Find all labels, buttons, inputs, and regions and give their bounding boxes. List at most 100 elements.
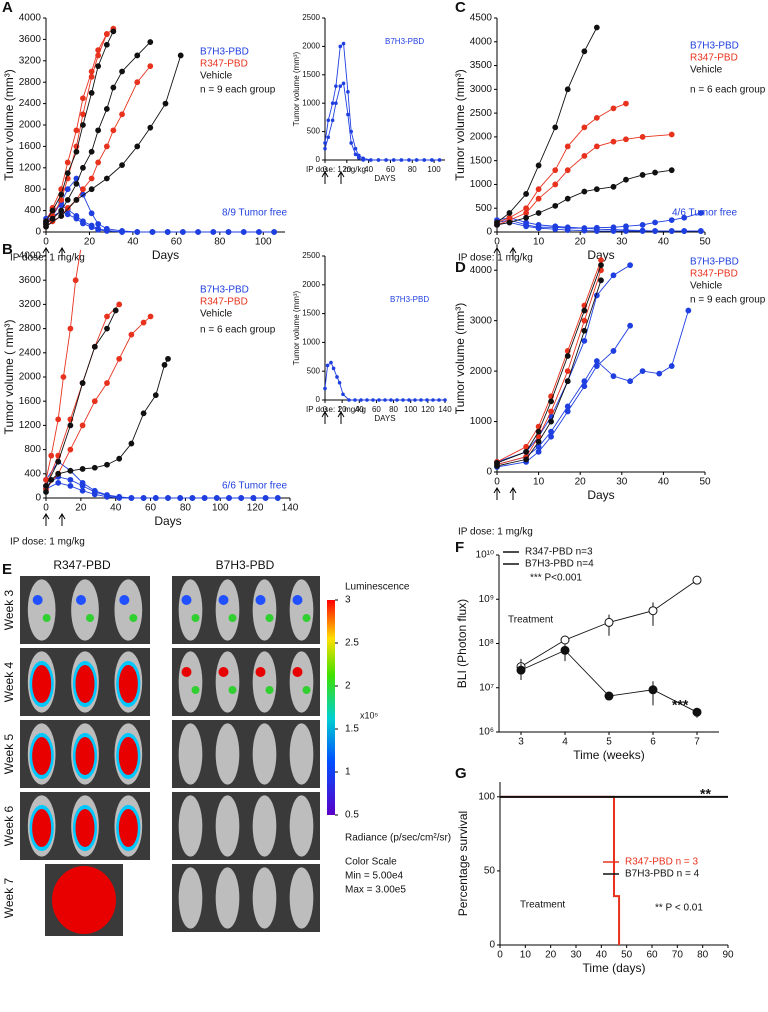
- data-point: [623, 228, 629, 234]
- series-line: [496, 103, 627, 223]
- data-point: [535, 438, 542, 445]
- legend-entry: B7H3-PBD: [690, 257, 739, 268]
- data-point: [389, 398, 393, 402]
- x-axis-label: Days: [154, 514, 181, 528]
- data-point: [627, 378, 634, 385]
- data-point: [395, 398, 399, 402]
- data-point: [43, 489, 49, 495]
- data-point: [80, 95, 86, 102]
- data-point: [564, 408, 571, 415]
- data-point: [88, 175, 95, 182]
- data-point: [103, 175, 110, 182]
- x-tick-label: 80: [408, 165, 417, 174]
- legend-entry: R347-PBD: [690, 269, 738, 280]
- mouse: [289, 579, 314, 641]
- colorbar-tick-label: 2: [345, 681, 351, 692]
- x-tick-label: 0: [494, 237, 500, 248]
- y-tick-label: 1500: [302, 70, 320, 79]
- data-point: [623, 136, 629, 143]
- series-line: [496, 310, 689, 465]
- x-tick-label: 6: [650, 737, 656, 748]
- data-point: [64, 197, 71, 203]
- data-point: [128, 331, 135, 338]
- data-point: [598, 262, 604, 269]
- data-point: [79, 483, 86, 489]
- mouse: [252, 651, 277, 713]
- data-point: [494, 463, 500, 469]
- y-tick-label: 2800: [19, 77, 42, 88]
- data-point: [516, 665, 526, 675]
- y-tick-label: 500: [307, 366, 321, 375]
- data-point: [523, 205, 530, 212]
- data-point: [564, 167, 571, 174]
- data-point: [422, 158, 427, 162]
- data-point: [79, 466, 86, 472]
- x-tick-label: 140: [282, 503, 299, 514]
- data-point: [692, 707, 702, 717]
- y-axis-label: BLI (Photon flux): [455, 599, 469, 688]
- data-point: [535, 195, 542, 202]
- data-point: [116, 301, 123, 308]
- data-point: [334, 84, 338, 88]
- data-point: [652, 169, 658, 176]
- x-tick-label: 80: [389, 405, 398, 414]
- data-point: [79, 422, 86, 429]
- data-point: [67, 483, 74, 489]
- y-tick-label: 1200: [19, 162, 42, 173]
- data-point: [49, 207, 56, 214]
- x-tick-label: 40: [364, 165, 373, 174]
- y-tick-label: 1600: [19, 141, 42, 152]
- signal: [292, 595, 303, 605]
- data-point: [88, 224, 95, 231]
- data-point: [58, 191, 65, 198]
- data-point: [338, 84, 343, 88]
- data-point: [88, 210, 95, 217]
- y-tick-label: 2800: [19, 323, 42, 334]
- colorbar: [327, 600, 335, 815]
- y-tick-label: 3200: [19, 299, 42, 310]
- data-point: [431, 398, 435, 402]
- y-tick-label: 3500: [470, 60, 493, 71]
- data-point: [73, 148, 80, 155]
- data-point: [79, 487, 86, 494]
- y-axis-label: Tumor volume (mm³): [453, 303, 467, 415]
- x-tick-label: 40: [596, 950, 608, 961]
- data-point: [238, 495, 245, 501]
- annotation: Treatment: [508, 615, 553, 626]
- dose-arrow: [509, 247, 517, 260]
- data-point: [494, 221, 500, 228]
- y-tick-label: 3000: [470, 84, 493, 95]
- data-point: [64, 170, 71, 177]
- dose-arrow: [321, 411, 329, 424]
- data-point: [656, 370, 663, 377]
- data-point: [43, 223, 49, 230]
- data-point: [67, 325, 74, 332]
- data-point: [67, 422, 74, 429]
- y-tick-label: 1500: [302, 309, 320, 318]
- annotation: 8/9 Tumor free: [222, 208, 287, 219]
- data-point: [48, 452, 55, 459]
- signal: [75, 664, 95, 704]
- data-point: [610, 183, 617, 190]
- signal: [181, 667, 192, 677]
- data-point: [49, 215, 56, 222]
- data-point: [593, 143, 600, 150]
- x-tick-label: 0: [43, 503, 49, 514]
- annotation: IP dose: 1 mg/kg: [458, 253, 533, 264]
- x-tick-label: 50: [621, 950, 633, 961]
- y-tick-label: 10⁸: [479, 638, 494, 649]
- series-line: [500, 795, 621, 945]
- data-point: [95, 226, 102, 233]
- data-point: [593, 363, 600, 369]
- plot-area: [494, 24, 704, 234]
- mouse: [215, 651, 240, 713]
- data-point: [377, 398, 381, 402]
- series-line: [496, 27, 598, 223]
- data-point: [610, 228, 617, 234]
- y-tick-label: 1000: [302, 338, 320, 347]
- signal: [86, 614, 94, 622]
- data-point: [152, 392, 159, 399]
- data-point: [413, 398, 417, 402]
- data-point: [80, 220, 86, 227]
- data-point: [88, 186, 95, 193]
